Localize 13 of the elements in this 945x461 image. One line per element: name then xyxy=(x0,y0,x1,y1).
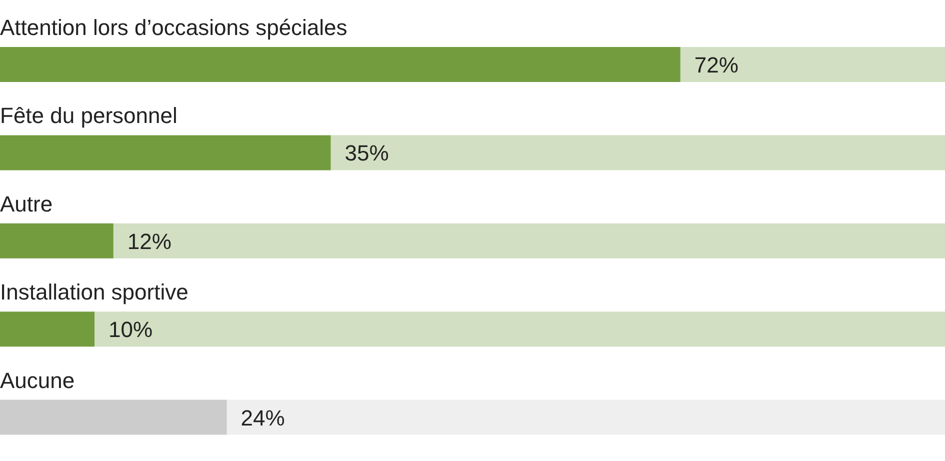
y-tick-label: Attention lors d’occasions spéciales xyxy=(0,15,348,40)
data-label: 35% xyxy=(344,140,389,166)
y-tick-label: Aucune xyxy=(0,368,75,393)
y-tick-label: Fête du personnel xyxy=(0,103,178,128)
bar xyxy=(0,312,94,347)
bar xyxy=(0,223,114,258)
data-label: 72% xyxy=(694,52,738,78)
data-label: 12% xyxy=(127,228,172,254)
bar xyxy=(0,400,227,435)
y-tick-label: Autre xyxy=(0,191,53,216)
data-label: 24% xyxy=(240,405,285,430)
y-tick-label: Installation sportive xyxy=(0,280,188,305)
data-label: 10% xyxy=(108,317,153,342)
